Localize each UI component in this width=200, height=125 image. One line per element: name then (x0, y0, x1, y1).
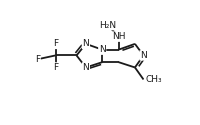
Text: F: F (53, 39, 58, 48)
Text: F: F (53, 63, 58, 72)
Text: NH: NH (111, 32, 125, 41)
Text: CH₃: CH₃ (144, 75, 161, 84)
Text: N: N (139, 51, 146, 60)
Text: N: N (98, 45, 105, 54)
Text: H₂N: H₂N (99, 21, 116, 30)
Text: N: N (82, 63, 89, 72)
Text: N: N (82, 39, 89, 48)
Text: F: F (35, 55, 40, 64)
